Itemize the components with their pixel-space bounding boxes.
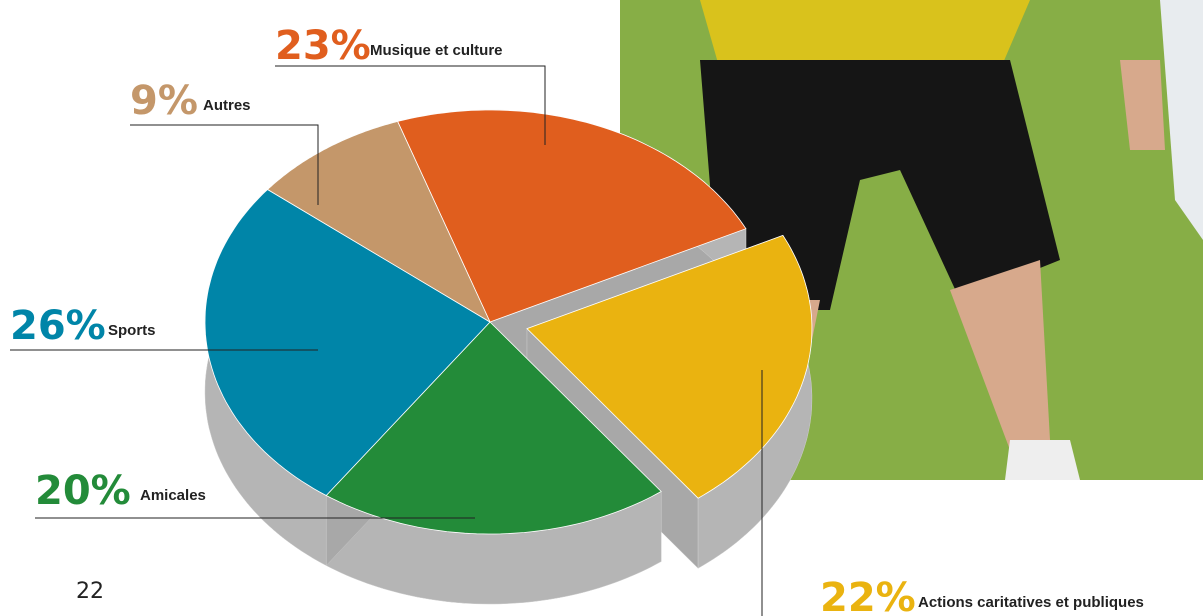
slice <box>526 234 813 499</box>
leader-line <box>130 124 319 205</box>
category-label: Autres <box>203 97 251 114</box>
category-label: Actions caritatives et publiques <box>918 594 1144 611</box>
value-label: 23% <box>275 23 371 69</box>
slice <box>204 189 491 496</box>
value-label: 22% <box>820 575 916 616</box>
value-label: 20% <box>35 468 131 514</box>
slice <box>325 321 662 535</box>
photo <box>620 0 1203 480</box>
category-label: Amicales <box>140 487 206 504</box>
category-label: Sports <box>108 322 156 339</box>
slice <box>266 120 491 324</box>
leader-line <box>275 65 546 145</box>
slice <box>397 109 747 323</box>
page-number: 22 <box>76 579 104 604</box>
category-label: Musique et culture <box>370 42 503 59</box>
value-label: 9% <box>130 78 198 124</box>
value-label: 26% <box>10 303 106 349</box>
